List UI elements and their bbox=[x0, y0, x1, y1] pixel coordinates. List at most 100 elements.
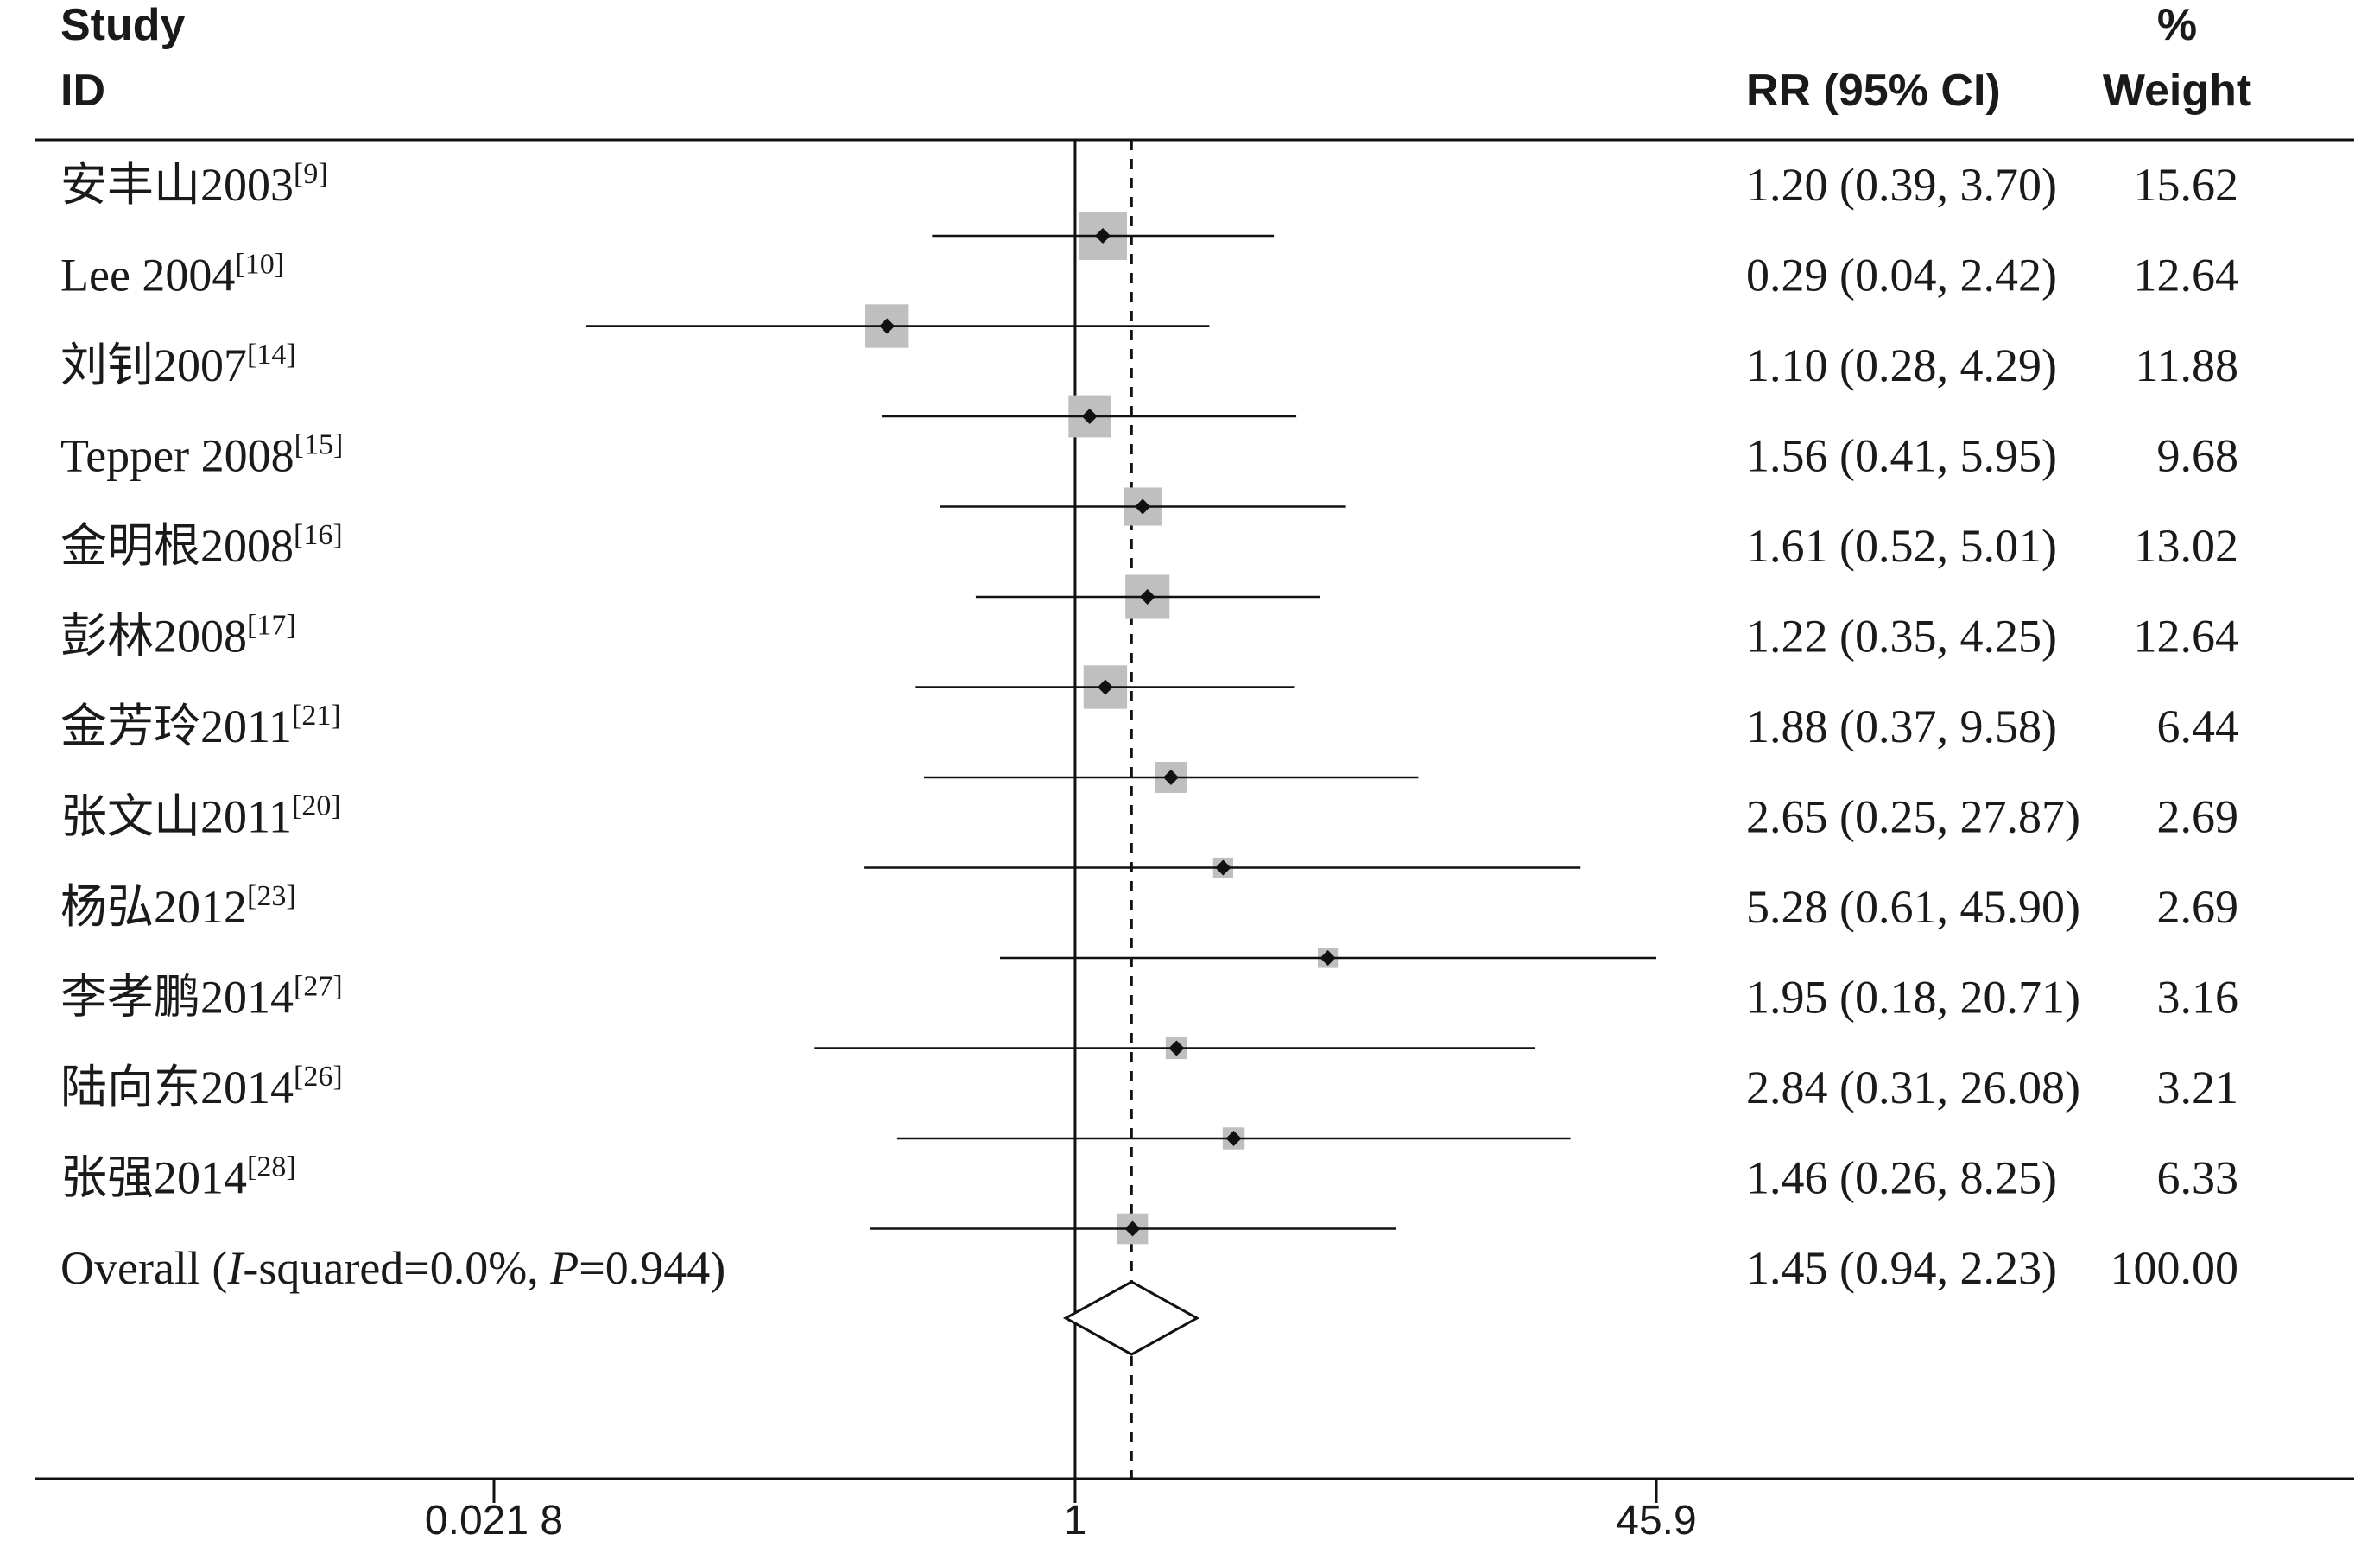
study-reference: [20] bbox=[292, 790, 341, 822]
study-label: 金明根2008[16] bbox=[60, 519, 343, 572]
header-id: ID bbox=[60, 66, 105, 116]
study-reference: [27] bbox=[294, 971, 343, 1003]
rr-value: 1.61 (0.52, 5.01) bbox=[1746, 520, 2057, 572]
study-row: 张文山2011[20] 2.65 (0.25, 27.87) 2.69 bbox=[60, 790, 2238, 878]
rr-value: 2.84 (0.31, 26.08) bbox=[1746, 1062, 2080, 1113]
point-estimate bbox=[1139, 589, 1155, 605]
study-label: 杨弘2012[23] bbox=[60, 880, 296, 933]
study-row: Lee 2004[10] 0.29 (0.04, 2.42) 12.64 bbox=[60, 249, 2238, 348]
study-name: 彭林2008 bbox=[60, 611, 247, 663]
weight-value: 12.64 bbox=[2134, 250, 2239, 301]
study-name: 刘钊2007 bbox=[60, 339, 247, 391]
study-name: 杨弘2012 bbox=[60, 881, 247, 933]
rr-value: 1.10 (0.28, 4.29) bbox=[1746, 339, 2057, 391]
study-reference: [28] bbox=[247, 1151, 296, 1183]
study-name: 张强2014 bbox=[60, 1152, 247, 1204]
overall-label-part: =0.944) bbox=[579, 1242, 725, 1294]
point-estimate bbox=[1225, 1131, 1242, 1146]
weight-value: 2.69 bbox=[2157, 791, 2239, 843]
study-rows: 安丰山2003[9] 1.20 (0.39, 3.70) 15.62 Lee 2004… bbox=[60, 158, 2239, 1245]
study-label: 陆向东2014[26] bbox=[60, 1061, 343, 1113]
weight-value: 6.33 bbox=[2157, 1152, 2239, 1204]
point-estimate bbox=[1124, 1220, 1141, 1237]
study-label: 金芳玲2011[21] bbox=[60, 700, 341, 752]
rr-value: 1.95 (0.18, 20.71) bbox=[1746, 972, 2080, 1024]
study-row: 杨弘2012[23] 5.28 (0.61, 45.90) 2.69 bbox=[60, 880, 2238, 968]
study-reference: [14] bbox=[247, 339, 296, 371]
study-name: 安丰山2003 bbox=[60, 159, 294, 211]
study-name: 陆向东2014 bbox=[60, 1062, 294, 1113]
study-reference: [26] bbox=[294, 1061, 343, 1093]
weight-value: 2.69 bbox=[2157, 881, 2239, 933]
study-row: 安丰山2003[9] 1.20 (0.39, 3.70) 15.62 bbox=[60, 158, 2238, 260]
study-row: 张强2014[28] 1.46 (0.26, 8.25) 6.33 bbox=[60, 1151, 2238, 1245]
point-estimate bbox=[1320, 950, 1336, 966]
overall-diamond bbox=[1062, 1280, 1200, 1356]
point-estimate bbox=[1095, 228, 1111, 244]
study-label: 张文山2011[20] bbox=[60, 790, 341, 843]
overall-rr-value: 1.45 (0.94, 2.23) bbox=[1746, 1242, 2057, 1294]
study-row: 陆向东2014[26] 2.84 (0.31, 26.08) 3.21 bbox=[60, 1061, 2238, 1150]
study-label: Lee 2004[10] bbox=[60, 249, 284, 301]
header-percent: % bbox=[2157, 0, 2197, 50]
x-tick-label: 1 bbox=[1064, 1498, 1087, 1544]
study-reference: [23] bbox=[247, 880, 296, 912]
rr-value: 5.28 (0.61, 45.90) bbox=[1746, 881, 2080, 933]
overall-label-part: Overall ( bbox=[60, 1242, 227, 1294]
point-estimate bbox=[1097, 679, 1113, 695]
rr-value: 1.46 (0.26, 8.25) bbox=[1746, 1152, 2057, 1204]
header-weight: Weight bbox=[2103, 66, 2251, 116]
x-axis-ticks: 0.021 8 1 45.9 bbox=[425, 1479, 1697, 1544]
header-rr: RR (95% CI) bbox=[1746, 66, 2001, 116]
rr-value: 1.20 (0.39, 3.70) bbox=[1746, 159, 2057, 211]
overall-label-part: -squared=0.0%, bbox=[243, 1242, 550, 1294]
rr-value: 1.56 (0.41, 5.95) bbox=[1746, 430, 2057, 482]
overall-label-part: P bbox=[549, 1242, 579, 1294]
point-estimate bbox=[1081, 409, 1098, 424]
study-label: 刘钊2007[14] bbox=[60, 339, 296, 391]
study-name: 李孝鹏2014 bbox=[60, 972, 294, 1024]
study-name: 张文山2011 bbox=[60, 791, 292, 843]
study-reference: [9] bbox=[294, 158, 328, 190]
overall-label-part: I bbox=[226, 1242, 245, 1294]
study-reference: [10] bbox=[235, 249, 284, 281]
weight-value: 13.02 bbox=[2134, 520, 2239, 572]
x-tick-label: 45.9 bbox=[1616, 1498, 1696, 1544]
rr-value: 1.22 (0.35, 4.25) bbox=[1746, 611, 2057, 663]
rr-value: 2.65 (0.25, 27.87) bbox=[1746, 791, 2080, 843]
study-name: Lee 2004 bbox=[60, 250, 235, 301]
x-tick-label: 0.021 8 bbox=[425, 1498, 563, 1544]
rr-value: 0.29 (0.04, 2.42) bbox=[1746, 250, 2057, 301]
study-reference: [21] bbox=[292, 700, 341, 732]
point-estimate bbox=[879, 318, 896, 334]
study-label: 李孝鹏2014[27] bbox=[60, 971, 343, 1024]
weight-value: 11.88 bbox=[2136, 339, 2239, 391]
overall-label: Overall (I-squared=0.0%, P=0.944) bbox=[60, 1242, 725, 1294]
weight-value: 3.21 bbox=[2157, 1062, 2239, 1113]
study-label: 张强2014[28] bbox=[60, 1151, 296, 1204]
overall-weight-value: 100.00 bbox=[2111, 1242, 2239, 1294]
study-reference: [17] bbox=[247, 610, 296, 642]
weight-value: 15.62 bbox=[2134, 159, 2239, 211]
study-row: 金芳玲2011[21] 1.88 (0.37, 9.58) 6.44 bbox=[60, 700, 2238, 793]
weight-value: 9.68 bbox=[2157, 430, 2239, 482]
study-name: 金芳玲2011 bbox=[60, 701, 292, 752]
study-name: Tepper 2008 bbox=[60, 430, 294, 482]
weight-value: 3.16 bbox=[2157, 972, 2239, 1024]
study-label: Tepper 2008[15] bbox=[60, 429, 343, 482]
study-reference: [15] bbox=[294, 429, 344, 461]
point-estimate bbox=[1168, 1040, 1185, 1056]
rr-value: 1.88 (0.37, 9.58) bbox=[1746, 701, 2057, 752]
study-row: 彭林2008[17] 1.22 (0.35, 4.25) 12.64 bbox=[60, 610, 2238, 709]
weight-value: 12.64 bbox=[2134, 611, 2239, 663]
study-row: 刘钊2007[14] 1.10 (0.28, 4.29) 11.88 bbox=[60, 339, 2239, 438]
study-row: 金明根2008[16] 1.61 (0.52, 5.01) 13.02 bbox=[60, 519, 2238, 619]
study-name: 金明根2008 bbox=[60, 520, 294, 572]
point-estimate bbox=[1135, 498, 1151, 515]
weight-value: 6.44 bbox=[2157, 701, 2239, 752]
study-row: 李孝鹏2014[27] 1.95 (0.18, 20.71) 3.16 bbox=[60, 971, 2238, 1060]
study-label: 彭林2008[17] bbox=[60, 610, 296, 663]
overall-row: Overall (I-squared=0.0%, P=0.944) 1.45 (0… bbox=[60, 1242, 2239, 1356]
point-estimate bbox=[1215, 859, 1231, 876]
